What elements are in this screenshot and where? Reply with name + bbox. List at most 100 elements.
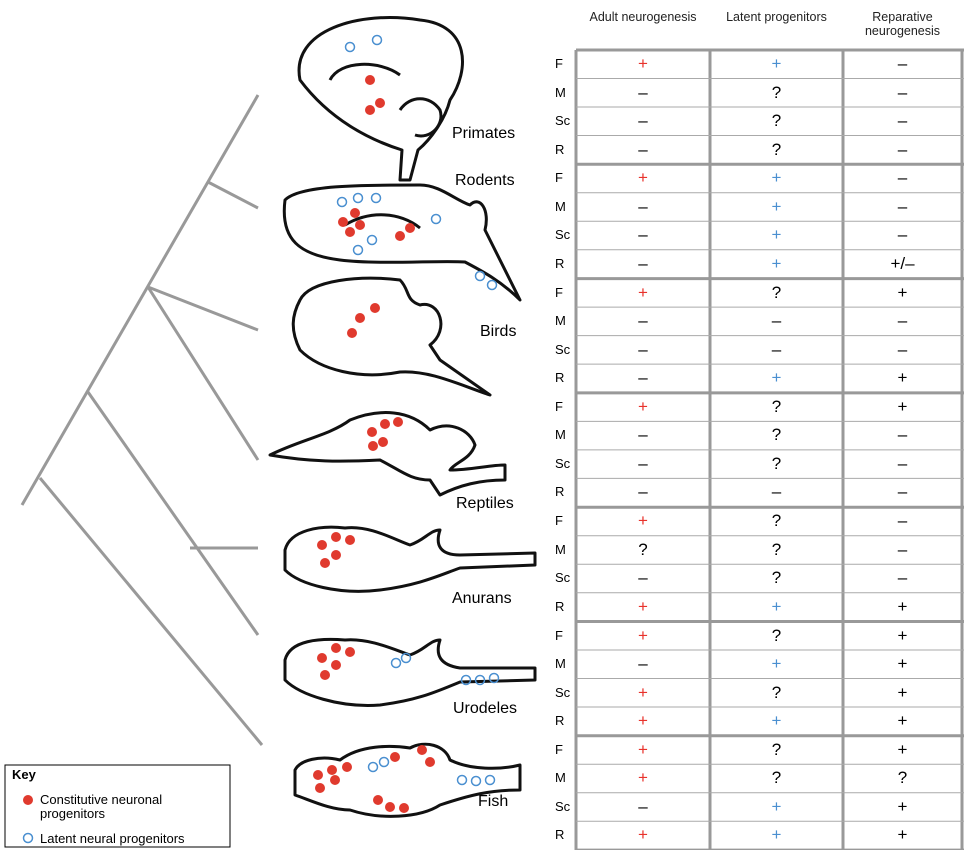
cell-value: – <box>897 511 908 531</box>
cell-value: – <box>897 111 908 130</box>
species-label: Rodents <box>455 172 515 189</box>
tree-branch <box>207 180 259 210</box>
cell-value: – <box>638 196 648 216</box>
cell-value: ? <box>897 768 908 788</box>
cell-value: – <box>897 225 908 245</box>
cell-value: ? <box>771 425 782 445</box>
anuran-brain <box>283 525 537 593</box>
tree-branch <box>147 285 259 332</box>
cell-value: + <box>638 282 648 302</box>
region-label: M <box>555 84 566 100</box>
cell-value: + <box>897 739 908 759</box>
cell-value: ? <box>771 739 782 759</box>
cell-value: – <box>638 482 648 502</box>
cell-value: – <box>638 568 648 588</box>
cell-value: ? <box>771 539 782 559</box>
region-label: R <box>555 598 565 614</box>
latent-circles <box>336 34 500 787</box>
cell-value: – <box>638 111 648 130</box>
region-label: F <box>555 627 563 643</box>
constitutive-dots <box>313 75 435 813</box>
table-lines <box>574 48 964 850</box>
cell-value: + <box>638 682 648 702</box>
region-label: Sc <box>555 570 571 586</box>
species-label: Fish <box>478 793 509 810</box>
region-label: R <box>555 713 565 728</box>
tree-branch <box>20 94 260 506</box>
species-label: Primates <box>452 125 516 142</box>
cell-value: – <box>897 196 908 216</box>
cell-value: + <box>638 739 648 759</box>
cell-value: – <box>638 425 648 445</box>
region-label: F <box>555 741 563 757</box>
species-label: Birds <box>480 323 517 340</box>
urodele-brain <box>283 637 537 707</box>
cell-value: – <box>897 568 908 588</box>
region-label: Sc <box>555 798 571 814</box>
cell-value: + <box>897 396 908 416</box>
cell-value: + <box>771 796 782 816</box>
cell-value: – <box>897 311 908 331</box>
region-label: Sc <box>555 341 571 357</box>
region-label: F <box>555 398 563 414</box>
region-label: Sc <box>555 684 571 700</box>
cell-value: + <box>897 368 908 388</box>
cell-value: + <box>771 168 782 188</box>
cell-value: + <box>771 654 782 673</box>
cell-value: – <box>638 368 648 388</box>
cell-value: – <box>638 225 648 245</box>
region-label: R <box>555 141 565 157</box>
primate-brain <box>328 62 401 81</box>
region-label: Sc <box>555 113 571 128</box>
cell-value: + <box>897 596 908 616</box>
tree-branch <box>38 477 264 746</box>
cell-value: + <box>638 511 648 531</box>
region-label: R <box>555 484 565 500</box>
brains <box>268 16 537 818</box>
key-circle <box>22 832 34 844</box>
cell-value: + <box>771 711 782 730</box>
cell-value: + <box>897 625 908 645</box>
cell-value: – <box>771 482 782 502</box>
cell-value: + <box>897 711 908 730</box>
cell-value: + <box>771 253 782 273</box>
cell-value: – <box>897 139 908 159</box>
region-label: R <box>555 827 565 843</box>
region-label: M <box>555 198 566 214</box>
cell-value: – <box>771 339 782 359</box>
rodent-brain <box>282 183 522 302</box>
primate-brain <box>297 16 464 182</box>
cell-value: + <box>638 54 648 73</box>
column-header: Latent progenitors <box>726 10 827 24</box>
cell-value: + <box>638 711 648 730</box>
cell-value: ? <box>771 396 782 416</box>
key-item: Constitutive neuronal progenitors <box>40 792 163 821</box>
region-label: R <box>555 370 565 386</box>
reptile-brain <box>268 411 507 497</box>
primate-brain <box>398 97 443 138</box>
region-label: F <box>555 284 563 300</box>
cell-value: + <box>638 768 648 788</box>
rodent-brain <box>344 213 421 230</box>
cell-value: – <box>638 82 648 102</box>
cell-value: + <box>638 168 648 188</box>
cell-value: – <box>638 139 648 159</box>
region-label: M <box>555 427 566 443</box>
tree-branch <box>146 286 260 461</box>
cell-value: ? <box>771 111 782 130</box>
cell-value: – <box>638 654 648 673</box>
cell-value: + <box>897 682 908 702</box>
cell-value: + <box>771 368 782 388</box>
cell-value: + <box>771 54 782 73</box>
key-item: Latent neural progenitors <box>40 831 185 846</box>
cell-value: + <box>638 825 648 845</box>
cell-value: ? <box>771 139 782 159</box>
cell-value: + <box>638 596 648 616</box>
species-label: Reptiles <box>456 495 514 512</box>
cell-value: ? <box>771 511 782 531</box>
cell-value: – <box>638 339 648 359</box>
bird-brain <box>291 276 492 397</box>
cell-value: + <box>638 396 648 416</box>
cell-value: – <box>897 82 908 102</box>
